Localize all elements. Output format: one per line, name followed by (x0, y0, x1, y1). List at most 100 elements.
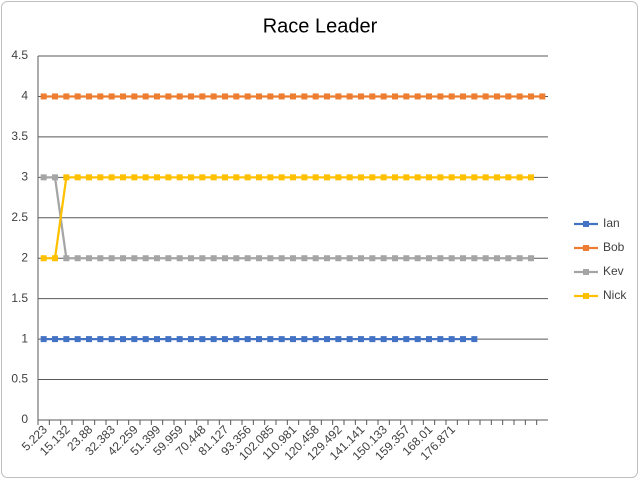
marker (108, 255, 115, 262)
marker (448, 255, 455, 262)
marker (528, 255, 534, 262)
marker (312, 336, 319, 343)
marker (426, 255, 432, 262)
marker (539, 93, 546, 100)
marker (528, 93, 534, 100)
legend-label: Nick (603, 288, 627, 302)
marker (392, 174, 398, 181)
marker (165, 255, 172, 262)
marker (108, 174, 115, 181)
marker (74, 336, 81, 343)
marker (165, 174, 172, 181)
marker (86, 93, 92, 100)
legend-label: Bob (603, 240, 625, 254)
marker (154, 174, 160, 181)
marker (40, 174, 47, 181)
marker (392, 336, 398, 343)
marker (437, 174, 444, 181)
marker (86, 336, 92, 343)
marker (120, 255, 126, 262)
marker (210, 174, 217, 181)
marker (199, 336, 206, 343)
marker (154, 93, 160, 100)
y-tick-label: 2.5 (11, 210, 28, 224)
marker (312, 174, 319, 181)
marker (324, 93, 330, 100)
marker (426, 93, 432, 100)
marker (40, 255, 47, 262)
marker (369, 255, 376, 262)
marker (312, 93, 319, 100)
marker (244, 255, 251, 262)
marker (460, 174, 466, 181)
marker (222, 174, 228, 181)
marker (301, 93, 308, 100)
marker (131, 255, 138, 262)
marker (131, 336, 138, 343)
marker (74, 255, 81, 262)
marker (210, 336, 217, 343)
marker (267, 174, 274, 181)
marker (278, 93, 285, 100)
marker (290, 336, 296, 343)
marker (131, 174, 138, 181)
marker (233, 336, 240, 343)
marker (448, 174, 455, 181)
y-tick-label: 0 (21, 412, 28, 426)
legend-label: Ian (603, 216, 620, 230)
marker (494, 255, 500, 262)
marker (52, 93, 58, 100)
marker (52, 255, 58, 262)
marker (471, 174, 478, 181)
marker (482, 255, 489, 262)
marker (403, 336, 410, 343)
y-tick-label: 4.5 (11, 48, 28, 62)
marker (426, 336, 432, 343)
marker (52, 174, 58, 181)
marker (380, 336, 387, 343)
y-tick-label: 1 (21, 331, 28, 345)
marker (380, 255, 387, 262)
marker (414, 336, 421, 343)
marker (482, 174, 489, 181)
marker (210, 93, 217, 100)
marker (40, 336, 47, 343)
marker (369, 174, 376, 181)
marker (278, 255, 285, 262)
marker (199, 93, 206, 100)
y-tick-label: 2 (21, 250, 28, 264)
marker (120, 174, 126, 181)
marker (97, 255, 104, 262)
marker (494, 93, 500, 100)
marker (267, 336, 274, 343)
marker (244, 174, 251, 181)
marker (471, 336, 478, 343)
legend-label: Kev (603, 264, 624, 278)
marker (324, 336, 330, 343)
marker (278, 174, 285, 181)
marker (346, 255, 353, 262)
marker (471, 93, 478, 100)
marker (142, 336, 149, 343)
y-tick-label: 3.5 (11, 129, 28, 143)
marker (437, 93, 444, 100)
marker (392, 93, 398, 100)
marker (403, 255, 410, 262)
marker (267, 93, 274, 100)
marker (97, 174, 104, 181)
marker (233, 174, 240, 181)
marker (256, 93, 262, 100)
marker (244, 336, 251, 343)
marker (86, 255, 92, 262)
marker (369, 336, 376, 343)
marker (358, 174, 364, 181)
marker (154, 336, 160, 343)
marker (505, 255, 512, 262)
marker (290, 174, 296, 181)
marker (301, 174, 308, 181)
marker (346, 174, 353, 181)
y-tick-label: 0.5 (11, 372, 28, 386)
y-tick-label: 1.5 (11, 291, 28, 305)
marker (324, 174, 330, 181)
marker (97, 93, 104, 100)
